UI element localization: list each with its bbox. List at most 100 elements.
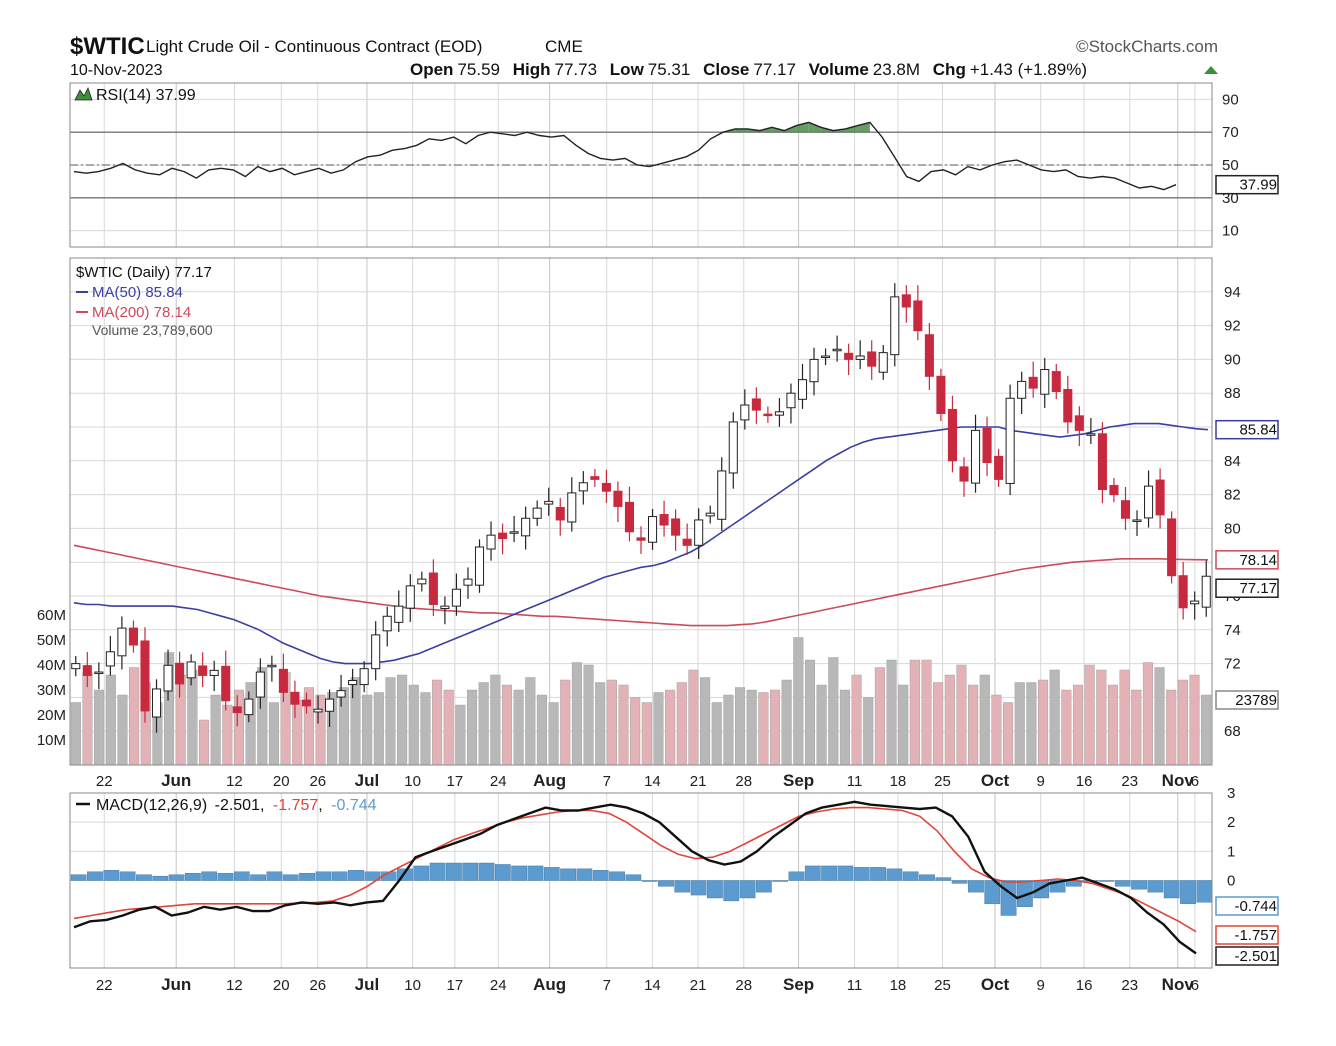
x-tick-label: 23 <box>1121 773 1138 790</box>
volume-bar <box>851 674 862 766</box>
open-value: 75.59 <box>457 60 500 79</box>
volume-bar <box>933 682 944 766</box>
candle-body <box>613 490 623 507</box>
macd-histogram-bar <box>984 880 1001 905</box>
x-tick-label: 6 <box>1191 977 1199 994</box>
candle-body <box>1086 433 1096 436</box>
candle-body <box>855 355 865 360</box>
candle-body <box>682 538 692 546</box>
x-tick-label: 20 <box>273 773 290 790</box>
volume-bar <box>490 674 501 766</box>
volume-bar <box>1084 664 1095 766</box>
chart-symbol: $WTIC <box>70 33 145 60</box>
volume-bar <box>1131 689 1142 766</box>
candle-body <box>832 348 842 352</box>
x-tick-label: 6 <box>1191 773 1199 790</box>
candle-body <box>151 688 162 718</box>
macd-histogram-bar <box>282 874 299 881</box>
candle-body <box>1201 575 1211 608</box>
ma50-last-value: 85.84 <box>1239 422 1277 439</box>
rsi-last-value-box <box>1215 174 1279 195</box>
macd-last-value-box <box>1215 946 1279 966</box>
price-tick-label: 92 <box>1224 318 1241 335</box>
candle-body <box>186 661 196 679</box>
macd-histogram-bar <box>1114 880 1131 887</box>
price-tick-label: 72 <box>1224 656 1241 673</box>
chg-label: Chg <box>933 60 966 79</box>
volume-bar <box>233 689 244 766</box>
volume-bar <box>1003 702 1014 766</box>
rsi-line <box>73 121 1177 191</box>
x-axis-macd: 22 Jun 12 20 26 Jul 10 17 24 Aug 7 14 21 28 Sep 11 18 25 O… <box>96 975 1199 994</box>
volume-bar <box>129 667 140 766</box>
x-tick-label: 10 <box>404 977 421 994</box>
volume-bar <box>886 659 897 766</box>
macd-histogram-bar <box>380 871 397 881</box>
volume-bar <box>1049 669 1060 766</box>
candle-body <box>498 532 508 540</box>
macd-tick-label: 1 <box>1227 843 1235 860</box>
macd-histogram-bar <box>70 874 87 881</box>
candle-body <box>244 698 254 716</box>
macd-histogram-bar <box>968 880 984 893</box>
rsi-overbought-fill <box>845 125 858 133</box>
candle-body <box>474 546 485 586</box>
low-label: Low <box>610 60 645 79</box>
macd-panel: 3 2 1 0 -0.744 -1.757 -2.501 <box>69 785 1279 969</box>
candle-body <box>774 411 784 416</box>
x-tick-label: 14 <box>644 773 661 790</box>
volume-bar <box>94 689 105 766</box>
candle-body <box>1097 433 1107 491</box>
candle-body <box>970 429 981 484</box>
candle-body <box>209 669 219 676</box>
price-tick-label: 80 <box>1224 520 1241 537</box>
ma50-legend: MA(50) 85.84 <box>92 284 183 301</box>
price-tick-label: 82 <box>1224 487 1241 504</box>
x-tick-label: 20 <box>273 977 290 994</box>
volume-bar <box>1072 684 1084 766</box>
x-tick-label: 9 <box>1037 773 1045 790</box>
candle-body <box>198 665 208 676</box>
candle-body <box>624 501 635 533</box>
candle-body <box>544 500 554 505</box>
candle-body <box>659 514 669 526</box>
x-tick-label: Aug <box>533 771 566 790</box>
candle-body <box>117 627 127 657</box>
candle-body <box>1120 500 1131 519</box>
macd-last-value: -2.501 <box>1234 948 1277 965</box>
macd-histogram-bar <box>804 865 821 881</box>
macd-hist-last-value-box <box>1215 896 1279 916</box>
volume-bar <box>525 677 536 766</box>
macd-histogram-bar <box>625 874 642 881</box>
volume-bar <box>478 682 489 766</box>
high-label: High <box>513 60 551 79</box>
macd-histogram-bar <box>609 871 625 881</box>
volume-bar <box>665 689 676 766</box>
candle-body <box>382 615 392 632</box>
volume-bar <box>362 694 373 766</box>
volume-bar <box>1142 662 1153 766</box>
high-value: 77.73 <box>555 60 598 79</box>
price-tick-label: 90 <box>1224 351 1241 368</box>
macd-histogram-bar <box>103 870 120 881</box>
volume-last-value-box <box>1215 690 1279 710</box>
x-tick-label: 12 <box>226 773 243 790</box>
x-tick-label: Jul <box>355 771 380 790</box>
macd-histogram-bar <box>690 880 707 896</box>
macd-histogram-bar <box>1049 880 1066 893</box>
candle-body <box>336 690 346 698</box>
rsi-overbought-fill <box>796 122 809 133</box>
volume-bar <box>700 677 711 766</box>
candle-body <box>844 352 854 360</box>
volume-tick-label: 20M <box>37 707 66 724</box>
volume-bar <box>513 689 524 766</box>
ma200-last-value: 78.14 <box>1239 552 1277 569</box>
rsi-overbought-fill <box>735 128 748 133</box>
candle-body <box>578 482 588 492</box>
volume-bar <box>863 697 874 766</box>
x-tick-label: 23 <box>1121 977 1138 994</box>
panel-border <box>69 257 1213 766</box>
chg-value: +1.43 (+1.89%) <box>970 60 1087 79</box>
candle-body <box>1167 518 1177 577</box>
